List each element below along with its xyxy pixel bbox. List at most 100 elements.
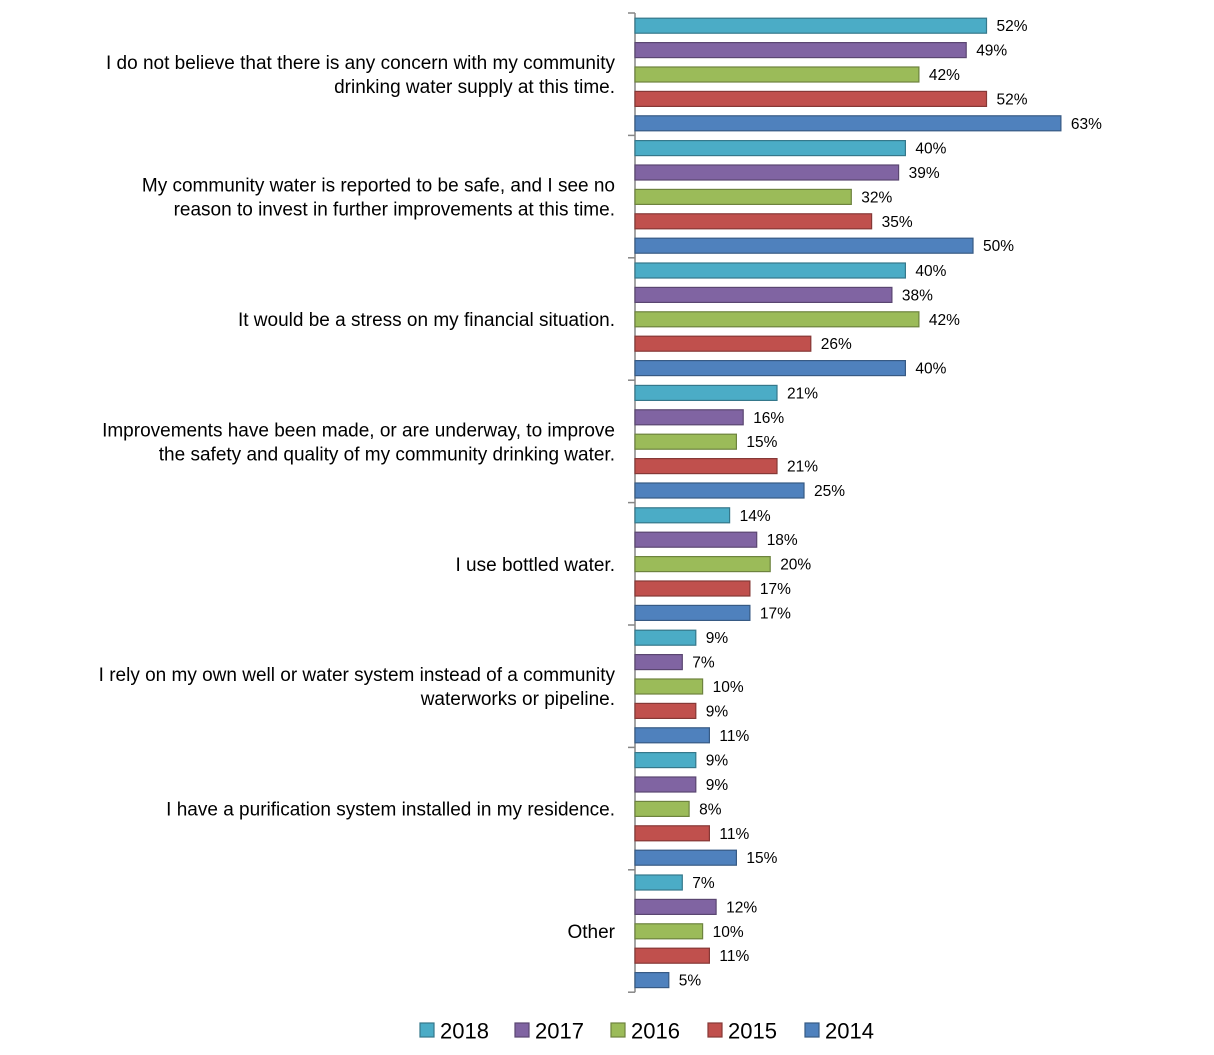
bar-2018	[634, 874, 683, 891]
bar-2014	[634, 237, 974, 254]
bar-2015	[634, 458, 778, 475]
value-label: 7%	[692, 875, 715, 892]
value-label: 49%	[976, 43, 1007, 60]
bar-2018	[634, 384, 778, 401]
bar-2017	[634, 164, 900, 181]
bar-2015	[634, 335, 812, 352]
bar-2017	[634, 776, 697, 793]
category-label: I have a purification system installed i…	[166, 800, 615, 821]
value-label: 9%	[706, 630, 729, 647]
value-label: 9%	[706, 703, 729, 720]
bar-2016	[634, 800, 690, 818]
bar-2014	[634, 971, 670, 989]
bar-2015	[634, 702, 697, 720]
category-label: It would be a stress on my financial sit…	[238, 310, 615, 331]
value-label: 21%	[787, 385, 818, 402]
value-label: 52%	[997, 18, 1028, 35]
value-label: 9%	[706, 753, 729, 770]
bar-2018	[634, 629, 697, 646]
value-label: 10%	[713, 679, 744, 696]
category-label: My community water is reported to be saf…	[142, 176, 615, 197]
legend-swatch-2017	[514, 1022, 530, 1038]
bar-2015	[634, 825, 711, 842]
bar-2018	[634, 140, 906, 157]
bar-2016	[634, 678, 704, 695]
value-label: 10%	[713, 924, 744, 941]
legend-swatch-2015	[707, 1022, 723, 1038]
bar-2018	[634, 751, 697, 769]
legend-swatch-2016	[610, 1022, 626, 1038]
category-label: reason to invest in further improvements…	[174, 200, 615, 221]
value-label: 40%	[915, 361, 946, 378]
value-label: 16%	[753, 410, 784, 427]
bar-2017	[634, 898, 717, 916]
legend: 2018 2017 2016 2015 2014	[419, 1019, 874, 1044]
bar-2016	[634, 311, 920, 328]
labels: 52% 49% 42% 52% 63% I do not believe that the…	[99, 18, 1103, 989]
category-label: the safety and quality of my community d…	[159, 444, 615, 465]
value-label: 42%	[929, 67, 960, 84]
value-label: 42%	[929, 312, 960, 329]
bar-2017	[634, 409, 744, 426]
bar-2015	[634, 580, 751, 597]
bar-2014	[634, 115, 1062, 132]
value-label: 8%	[699, 801, 722, 818]
value-label: 15%	[746, 434, 777, 451]
bar-2017	[634, 41, 967, 59]
value-label: 11%	[719, 826, 749, 843]
bars	[634, 17, 1062, 989]
bar-2018	[634, 17, 988, 34]
value-label: 52%	[997, 91, 1028, 108]
value-label: 7%	[692, 655, 715, 672]
value-label: 35%	[882, 214, 913, 231]
bar-2016	[634, 433, 738, 450]
bar-2017	[634, 531, 758, 548]
value-label: 11%	[719, 948, 749, 965]
value-label: 26%	[821, 336, 852, 353]
legend-swatch-2018	[419, 1022, 435, 1038]
category-label: I rely on my own well or water system in…	[99, 665, 616, 686]
value-label: 5%	[679, 973, 702, 990]
value-label: 21%	[787, 459, 818, 476]
category-label: Improvements have been made, or are unde…	[102, 420, 615, 441]
category-label: I do not believe that there is any conce…	[106, 53, 616, 74]
bar-2016	[634, 188, 852, 205]
axis	[628, 12, 636, 993]
bar-2018	[634, 507, 731, 524]
category-label: Other	[567, 922, 615, 943]
legend-label-2015: 2015	[728, 1019, 777, 1044]
value-label: 15%	[746, 850, 777, 867]
bar-2014	[634, 849, 738, 866]
legend-label-2018: 2018	[440, 1019, 489, 1044]
bar-2017	[634, 286, 893, 303]
value-label: 17%	[760, 581, 791, 598]
value-label: 40%	[915, 141, 946, 158]
bar-2014	[634, 482, 805, 499]
bar-2018	[634, 262, 906, 279]
legend-label-2017: 2017	[535, 1019, 584, 1044]
value-label: 20%	[780, 557, 811, 574]
value-label: 32%	[861, 189, 892, 206]
legend-label-2016: 2016	[631, 1019, 680, 1044]
bar-2015	[634, 947, 711, 964]
bar-2015	[634, 213, 873, 230]
category-label: drinking water supply at this time.	[334, 77, 615, 98]
value-label: 18%	[767, 532, 798, 549]
value-label: 9%	[706, 777, 729, 794]
value-label: 63%	[1071, 116, 1102, 133]
legend-swatch-2014	[804, 1022, 820, 1038]
bar-2014	[634, 604, 751, 622]
bar-2014	[634, 360, 906, 377]
category-label: I use bottled water.	[456, 555, 616, 576]
bar-2016	[634, 66, 920, 83]
bar-2015	[634, 90, 988, 108]
value-label: 12%	[726, 899, 757, 916]
bar-2016	[634, 555, 771, 573]
value-label: 17%	[760, 605, 791, 622]
bar-2014	[634, 727, 711, 744]
value-label: 39%	[909, 165, 940, 182]
value-label: 11%	[719, 728, 749, 745]
value-label: 25%	[814, 483, 845, 500]
value-label: 14%	[740, 508, 771, 525]
